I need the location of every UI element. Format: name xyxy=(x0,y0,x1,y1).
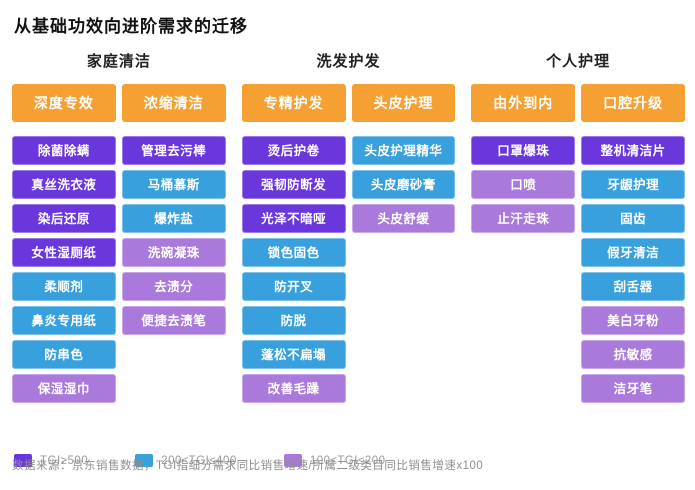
tgi-item: 去渍分 xyxy=(121,272,226,301)
category-group-1: 家庭清洁深度专效除菌除螨真丝洗衣液染后还原女性湿厕纸柔顺剂鼻炎专用纸防串色保湿湿… xyxy=(12,53,226,408)
category-title: 洗发护发 xyxy=(316,53,381,70)
category-group-3: 个人护理 由外到内 口罩爆珠 口喷 止汗走珠 口腔升级 整机清洁片 牙龈护理 固齿 假牙清洁 刮舌器… xyxy=(471,53,686,408)
trend-column: 专精护发烫后护卷强韧防断发光泽不暗哑锁色固色防开叉防脱蓬松不扁塌改善毛躁 xyxy=(241,84,346,408)
tgi-item: 保湿湿巾 xyxy=(12,374,116,403)
legend-item: TGI≥500 xyxy=(14,454,88,467)
tgi-item: 洗碗凝珠 xyxy=(121,238,226,267)
tgi-item: 牙龈护理 xyxy=(581,170,686,199)
trend-column: 浓缩清洁管理去污棒马桶慕斯爆炸盐洗碗凝珠去渍分便捷去渍笔 xyxy=(121,84,226,408)
legend-label: 200≤TGI≤400 xyxy=(161,454,237,467)
column-header: 由外到内 xyxy=(471,84,576,122)
source-note: 数据来源：京东销售数据，TGI指细分需求同比销售增速/所属二级类目同比销售增速x… xyxy=(12,460,484,472)
tgi-item: 抗敏感 xyxy=(581,340,686,369)
tgi-item: 管理去污棒 xyxy=(121,136,226,165)
tgi-item: 马桶慕斯 xyxy=(121,170,226,199)
tgi-item: 止汗走珠 xyxy=(471,204,576,233)
tgi-item: 改善毛躁 xyxy=(241,374,346,403)
legend-item: 200≤TGI≤400 xyxy=(135,454,237,467)
tgi-item: 头皮护理精华 xyxy=(351,136,456,165)
category-columns: 由外到内 口罩爆珠 口喷 止汗走珠 口腔升级 整机清洁片 牙龈护理 固齿 假牙清洁 刮舌器 美白牙粉… xyxy=(471,84,686,408)
trend-column: 由外到内口罩爆珠口喷止汗走珠 xyxy=(471,84,576,408)
column-header: 头皮护理 xyxy=(351,84,456,122)
tgi-item: 防开叉 xyxy=(241,272,346,301)
tgi-item: 头皮舒缓 xyxy=(351,204,456,233)
tgi-chart: 家庭清洁深度专效除菌除螨真丝洗衣液染后还原女性湿厕纸柔顺剂鼻炎专用纸防串色保湿湿… xyxy=(12,53,686,408)
tgi-item: 柔顺剂 xyxy=(12,272,116,301)
tgi-item: 染后还原 xyxy=(12,204,116,233)
trend-column: 口腔升级整机清洁片牙龈护理固齿假牙清洁刮舌器美白牙粉抗敏感洁牙笔 xyxy=(581,84,686,408)
column-header: 口腔升级 xyxy=(581,84,686,122)
tgi-item: 固齿 xyxy=(581,204,686,233)
tgi-item: 头皮磨砂膏 xyxy=(351,170,456,199)
legend-label: 100≤TGI≤200 xyxy=(309,454,386,467)
tgi-item: 女性湿厕纸 xyxy=(12,238,116,267)
trend-column: 深度专效除菌除螨真丝洗衣液染后还原女性湿厕纸柔顺剂鼻炎专用纸防串色保湿湿巾 xyxy=(12,84,116,408)
tgi-item: 烫后护卷 xyxy=(241,136,346,165)
tgi-item: 强韧防断发 xyxy=(241,170,346,199)
column-header: 深度专效 xyxy=(12,84,116,122)
tgi-item: 整机清洁片 xyxy=(581,136,686,165)
category-title: 个人护理 xyxy=(546,53,611,70)
category-columns: 专精护发 烫后护卷 强韧防断发 光泽不暗哑 锁色固色 防开叉 防脱 蓬松不扁塌 改善毛躁 头皮护理… xyxy=(241,84,456,408)
category-group-2: 洗发护发专精护发烫后护卷强韧防断发光泽不暗哑锁色固色防开叉防脱蓬松不扁塌改善毛躁… xyxy=(241,53,456,408)
tgi-item: 鼻炎专用纸 xyxy=(12,306,116,335)
category-columns: 深度专效 除菌除螨 真丝洗衣液 染后还原 女性湿厕纸 柔顺剂 鼻炎专用纸 防串色 保湿湿巾 浓缩清… xyxy=(12,84,226,408)
column-header: 浓缩清洁 xyxy=(121,84,226,122)
tgi-item: 防脱 xyxy=(241,306,346,335)
tgi-item: 蓬松不扁塌 xyxy=(241,340,346,369)
legend-swatch xyxy=(14,454,32,467)
trend-column: 头皮护理头皮护理精华 头皮磨砂膏头皮舒缓 xyxy=(351,84,456,408)
legend-swatch xyxy=(283,454,302,467)
tgi-item: 防串色 xyxy=(12,340,116,369)
tgi-item: 口罩爆珠 xyxy=(471,136,576,165)
page-title: 从基础功效向进阶需求的迁移 xyxy=(14,17,248,36)
tgi-item: 除菌除螨 xyxy=(12,136,116,165)
tgi-item: 口喷 xyxy=(471,170,576,199)
tgi-item: 光泽不暗哑 xyxy=(241,204,346,233)
tgi-item: 便捷去渍笔 xyxy=(121,306,226,335)
tgi-item: 洁牙笔 xyxy=(581,374,686,403)
tgi-item: 锁色固色 xyxy=(241,238,346,267)
tgi-item: 爆炸盐 xyxy=(121,204,226,233)
legend: TGI≥500 200≤TGI≤400 100≤TGI≤200 xyxy=(14,454,386,467)
tgi-item: 假牙清洁 xyxy=(581,238,686,267)
legend-item: 100≤TGI≤200 xyxy=(283,454,386,467)
legend-swatch xyxy=(135,454,154,467)
tgi-item: 刮舌器 xyxy=(581,272,686,301)
tgi-item: 美白牙粉 xyxy=(581,306,686,335)
category-title: 家庭清洁 xyxy=(86,53,151,70)
legend-label: TGI≥500 xyxy=(40,454,89,467)
tgi-item: 真丝洗衣液 xyxy=(12,170,116,199)
column-header: 专精护发 xyxy=(241,84,346,122)
